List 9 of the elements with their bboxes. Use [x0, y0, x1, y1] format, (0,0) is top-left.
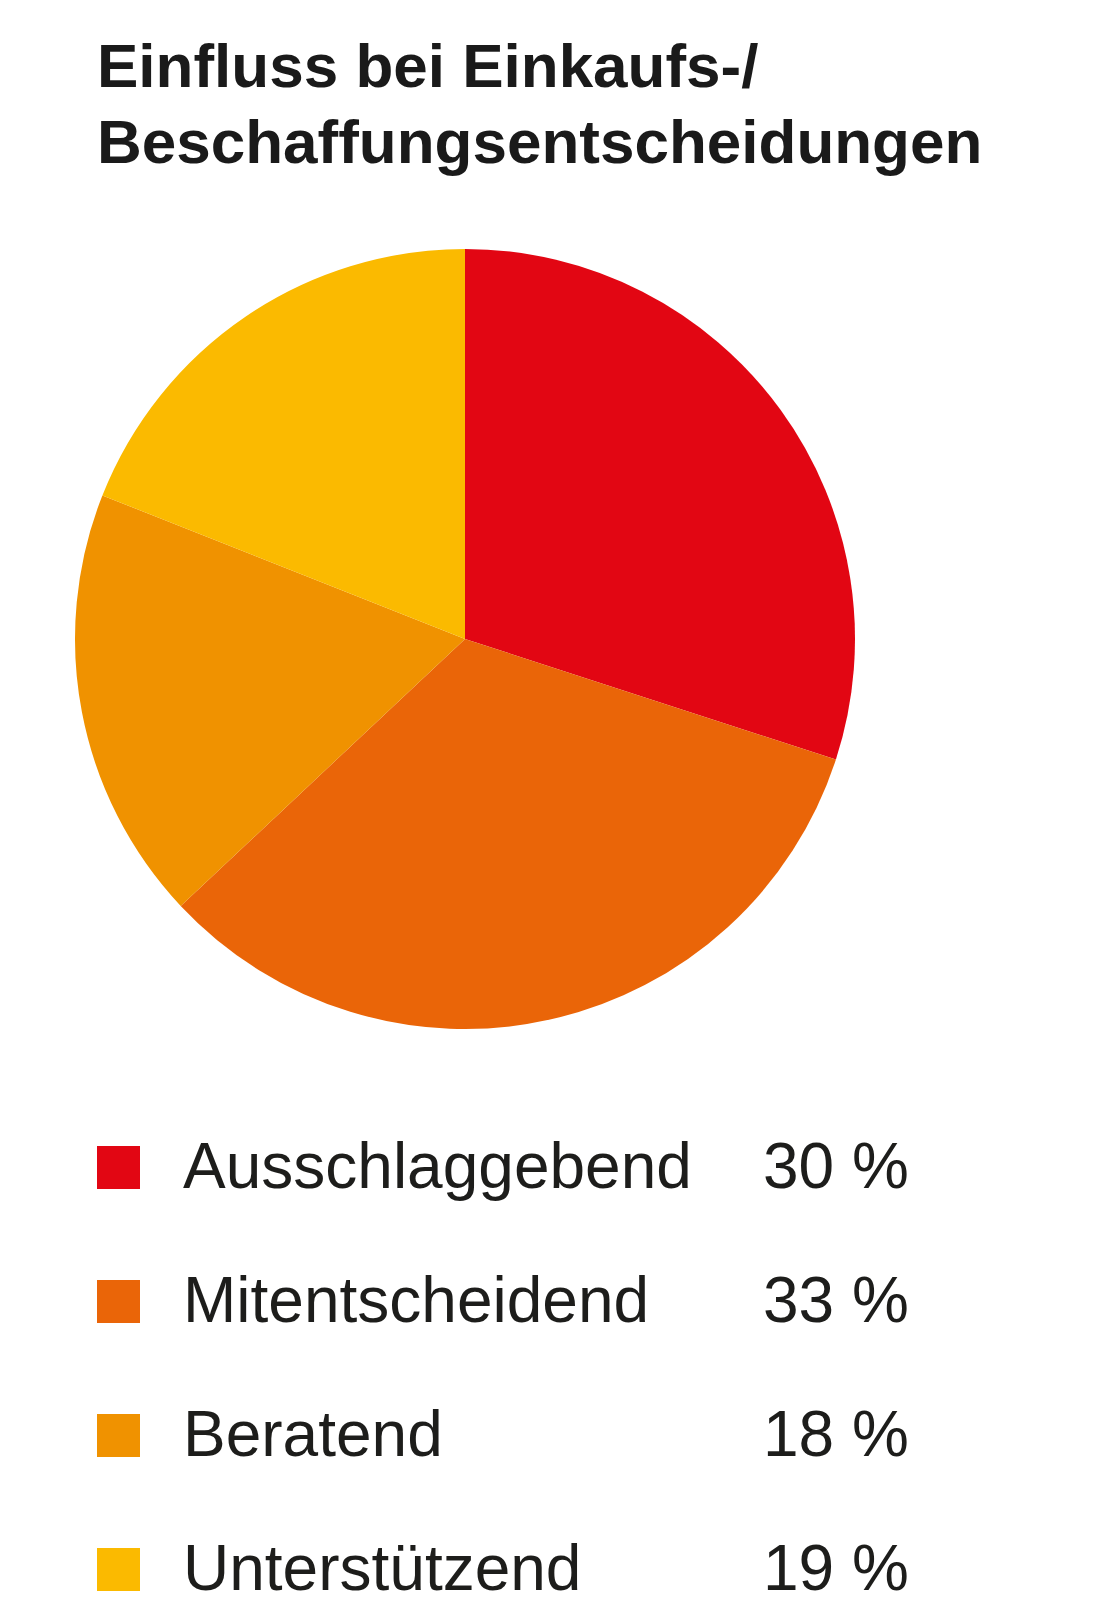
chart-title: Einfluss bei Einkaufs-/Beschaffungsentscheidungen	[97, 30, 984, 178]
legend-label: Unterstützend	[183, 1532, 583, 1606]
data-label: 33 %	[763, 1264, 909, 1338]
legend-label: Ausschlaggebend	[183, 1130, 693, 1204]
data-label: 30 %	[763, 1130, 909, 1204]
data-label: 18 %	[763, 1398, 909, 1472]
data-label: 19 %	[763, 1532, 909, 1606]
legend-label: Beratend	[183, 1398, 444, 1472]
legend-label: Mitentscheidend	[183, 1264, 651, 1338]
